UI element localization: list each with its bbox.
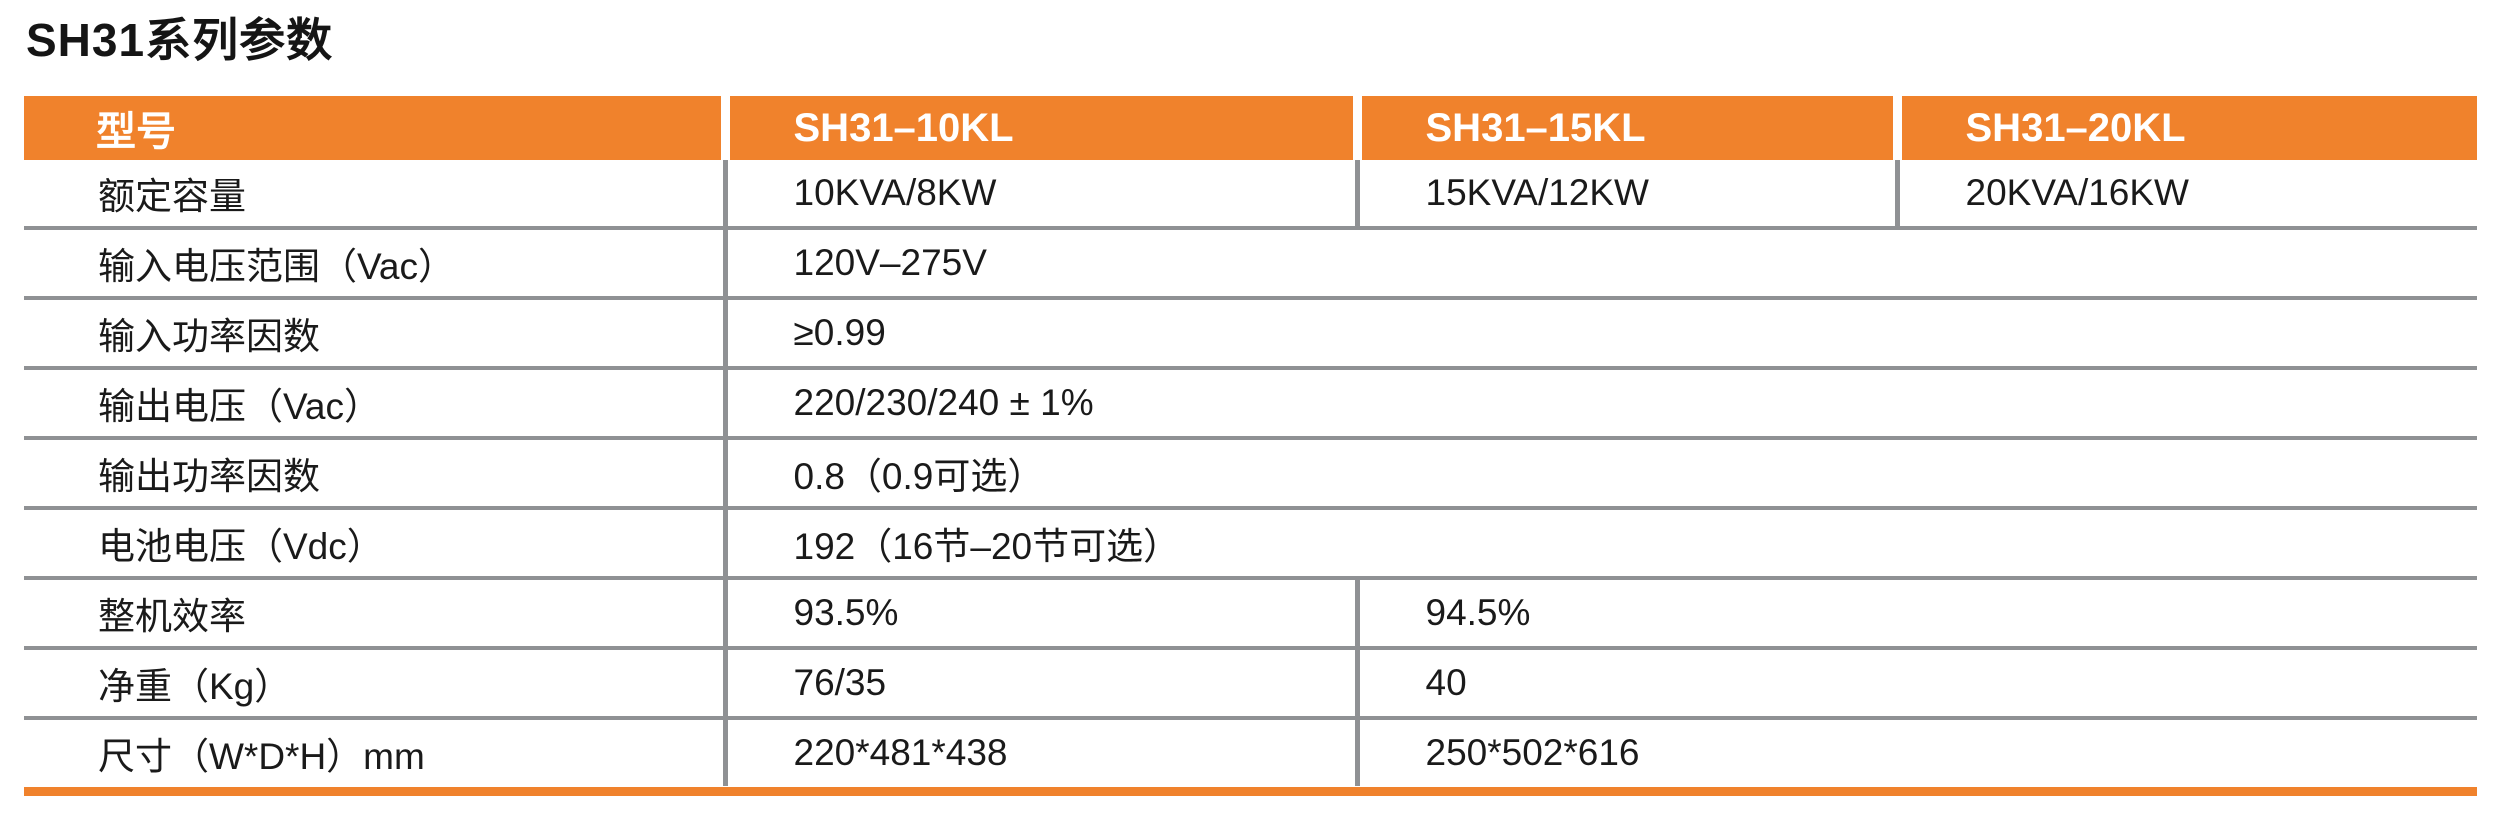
spec-table: 型号 SH31–10KL SH31–15KL SH31–20KL 额定容量 10… (24, 96, 2477, 786)
spec-row-efficiency: 整机效率 93.5% 94.5% (24, 578, 2477, 650)
col-header-sh31-15kl: SH31–15KL (1352, 96, 1897, 160)
spec-row-battery-voltage: 电池电压（Vdc） 192（16节–20节可选） (24, 508, 2477, 580)
spec-value-cell: 93.5% (722, 578, 1357, 650)
spec-row-rated-capacity: 额定容量 10KVA/8KW 15KVA/12KW 20KVA/16KW (24, 160, 2477, 230)
spec-row-input-power-factor: 输入功率因数 ≥0.99 (24, 298, 2477, 370)
row-label: 整机效率 (24, 578, 725, 650)
row-label: 电池电压（Vdc） (24, 508, 725, 580)
row-label: 额定容量 (24, 160, 725, 230)
col-header-sh31-20kl: SH31–20KL (1892, 96, 2477, 160)
spec-row-input-voltage-range: 输入电压范围（Vac） 120V–275V (24, 228, 2477, 300)
row-label: 净重（Kg） (24, 648, 725, 720)
bottom-accent-bar (24, 787, 2477, 796)
spec-value-cell: ≥0.99 (722, 298, 2477, 370)
spec-value-cell: 220*481*438 (722, 718, 1357, 786)
spec-value-cell: 120V–275V (722, 228, 2477, 300)
row-label: 输出电压（Vac） (24, 368, 725, 440)
spec-value-cell: 192（16节–20节可选） (722, 508, 2477, 580)
spec-table-body: 额定容量 10KVA/8KW 15KVA/12KW 20KVA/16KW 输入电… (24, 160, 2477, 786)
spec-value-cell: 40 (1354, 648, 2477, 720)
spec-value-cell: 15KVA/12KW (1354, 160, 1897, 230)
header-row: 型号 SH31–10KL SH31–15KL SH31–20KL (24, 96, 2477, 160)
row-label: 输入功率因数 (24, 298, 725, 370)
col-header-sh31-10kl: SH31–10KL (720, 96, 1357, 160)
spec-row-output-power-factor: 输出功率因数 0.8（0.9可选） (24, 438, 2477, 510)
spec-value-cell: 220/230/240 ± 1% (722, 368, 2477, 440)
spec-row-net-weight: 净重（Kg） 76/35 40 (24, 648, 2477, 720)
spec-value-cell: 250*502*616 (1354, 718, 2477, 786)
page-title: SH31系列参数 (26, 14, 334, 66)
spec-value-cell: 76/35 (722, 648, 1357, 720)
spec-value-cell: 20KVA/16KW (1894, 160, 2477, 230)
row-label: 输入电压范围（Vac） (24, 228, 725, 300)
row-label: 尺寸（W*D*H）mm (98, 736, 425, 777)
col-header-model: 型号 (24, 96, 725, 160)
row-label: 输出功率因数 (24, 438, 725, 510)
spec-value-cell: 94.5% (1354, 578, 2477, 650)
spec-row-dimensions: 尺寸（W*D*H）mm 220*481*438 250*502*616 (24, 718, 2477, 786)
spec-value-cell: 10KVA/8KW (722, 160, 1357, 230)
spec-row-output-voltage: 输出电压（Vac） 220/230/240 ± 1% (24, 368, 2477, 440)
spec-value-cell: 0.8（0.9可选） (722, 438, 2477, 510)
spec-table-container: 型号 SH31–10KL SH31–15KL SH31–20KL 额定容量 10… (24, 96, 2477, 796)
spec-table-header: 型号 SH31–10KL SH31–15KL SH31–20KL (24, 96, 2477, 160)
